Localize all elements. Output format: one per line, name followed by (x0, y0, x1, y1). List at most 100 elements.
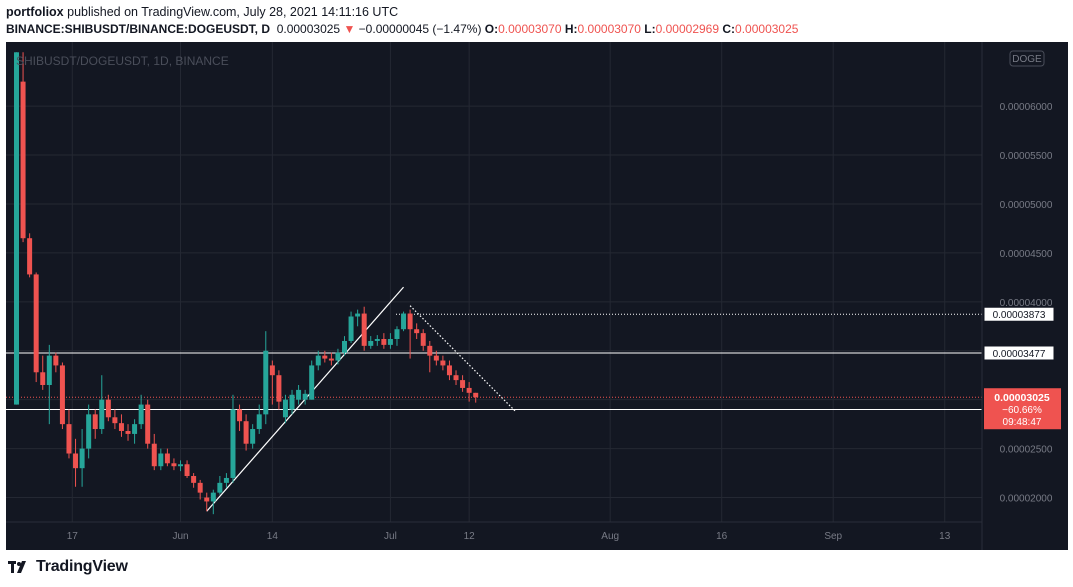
candle-body (40, 372, 46, 385)
candle[interactable] (440, 355, 446, 371)
candle[interactable] (158, 448, 164, 471)
candle[interactable] (401, 311, 407, 332)
y-tick-label: 0.00002500 (1000, 445, 1053, 456)
candle-body (401, 313, 407, 330)
candle-body (243, 421, 249, 444)
open-value: 0.00003070 (498, 22, 562, 36)
candle[interactable] (250, 424, 256, 449)
chart-panel[interactable]: SHIBUSDT/DOGEUSDT, 1D, BINANCE 0.0000600… (6, 42, 1068, 550)
candle[interactable] (138, 394, 144, 430)
candle-body (132, 424, 138, 434)
candle[interactable] (217, 476, 223, 495)
candle[interactable] (59, 362, 65, 430)
candle[interactable] (433, 350, 439, 366)
candle[interactable] (125, 424, 131, 441)
candle[interactable] (460, 375, 466, 392)
candle[interactable] (361, 306, 367, 351)
candle[interactable] (355, 309, 361, 327)
candle[interactable] (223, 473, 229, 488)
candle[interactable] (151, 433, 157, 471)
last-price-value: 0.00003025 (994, 392, 1050, 404)
candle[interactable] (407, 309, 413, 359)
candle[interactable] (335, 348, 341, 365)
scale-badge[interactable]: DOGE (1009, 50, 1045, 67)
candle-body (59, 365, 65, 425)
candle[interactable] (112, 409, 118, 430)
candle[interactable] (46, 344, 52, 425)
candle[interactable] (53, 352, 59, 373)
candle-body (263, 350, 269, 415)
candle[interactable] (368, 336, 374, 349)
chart-canvas[interactable]: SHIBUSDT/DOGEUSDT, 1D, BINANCE 0.0000600… (6, 42, 1068, 550)
tradingview-brand[interactable]: TradingView (36, 558, 128, 575)
candle[interactable] (322, 350, 328, 363)
candle[interactable] (66, 409, 72, 459)
candle[interactable] (171, 458, 177, 471)
candle[interactable] (263, 331, 269, 425)
candle[interactable] (342, 336, 347, 356)
candle[interactable] (20, 52, 26, 243)
candle[interactable] (118, 414, 124, 437)
down-arrow-icon: ▼ (343, 22, 356, 36)
y-tick-label: 0.00006000 (1000, 102, 1053, 113)
candle[interactable] (132, 419, 138, 444)
trendline[interactable] (409, 305, 516, 412)
candle-body (20, 81, 26, 239)
candle[interactable] (210, 489, 216, 515)
candle[interactable] (381, 333, 387, 349)
candle[interactable] (374, 335, 380, 346)
candle[interactable] (453, 370, 459, 385)
candle[interactable] (387, 333, 393, 349)
candle[interactable] (276, 370, 282, 410)
candle[interactable] (237, 404, 243, 431)
price-axis: 0.00006000 0.00005500 0.00005000 0.00004500… (1000, 102, 1053, 504)
candle[interactable] (296, 384, 302, 405)
candle[interactable] (446, 360, 452, 381)
candle[interactable] (230, 394, 236, 483)
candle[interactable] (243, 414, 249, 451)
candle-body (394, 329, 400, 340)
author-name[interactable]: portfoliox (6, 5, 64, 19)
candle[interactable] (302, 389, 308, 405)
candle[interactable] (309, 360, 315, 400)
candle[interactable] (420, 329, 426, 351)
candle[interactable] (269, 360, 275, 405)
candle[interactable] (427, 340, 433, 373)
candle[interactable] (79, 429, 85, 487)
x-tick-label: Jun (172, 531, 188, 542)
candle[interactable] (14, 52, 19, 405)
candle[interactable] (414, 323, 420, 340)
candle-body (171, 463, 177, 467)
candle[interactable] (184, 460, 190, 478)
candle[interactable] (328, 352, 334, 366)
candle[interactable] (27, 233, 33, 278)
candle[interactable] (197, 479, 203, 500)
candle-body (414, 329, 420, 334)
candle[interactable] (394, 326, 400, 346)
candle-body (250, 429, 256, 444)
candle[interactable] (33, 272, 39, 383)
candle[interactable] (289, 389, 295, 415)
candle[interactable] (348, 311, 354, 343)
candle[interactable] (282, 394, 288, 424)
candle[interactable] (178, 460, 183, 472)
candle[interactable] (92, 409, 98, 439)
y-tick-label: 0.00004500 (1000, 249, 1053, 260)
candle[interactable] (191, 473, 197, 488)
candle-body (27, 238, 33, 275)
candle[interactable] (99, 375, 105, 434)
candle[interactable] (256, 404, 262, 434)
candle[interactable] (86, 404, 92, 459)
candle[interactable] (105, 394, 111, 422)
candle[interactable] (315, 350, 321, 371)
candle[interactable] (473, 392, 479, 403)
line-price-label: 0.00003477 (993, 349, 1046, 360)
candle[interactable] (40, 355, 46, 390)
candle[interactable] (204, 492, 210, 512)
horizontal-lines (6, 313, 982, 411)
candle[interactable] (164, 448, 170, 467)
x-tick-label: Jul (384, 531, 397, 542)
candle[interactable] (466, 382, 472, 402)
candle[interactable] (145, 399, 151, 449)
candle[interactable] (73, 438, 79, 487)
